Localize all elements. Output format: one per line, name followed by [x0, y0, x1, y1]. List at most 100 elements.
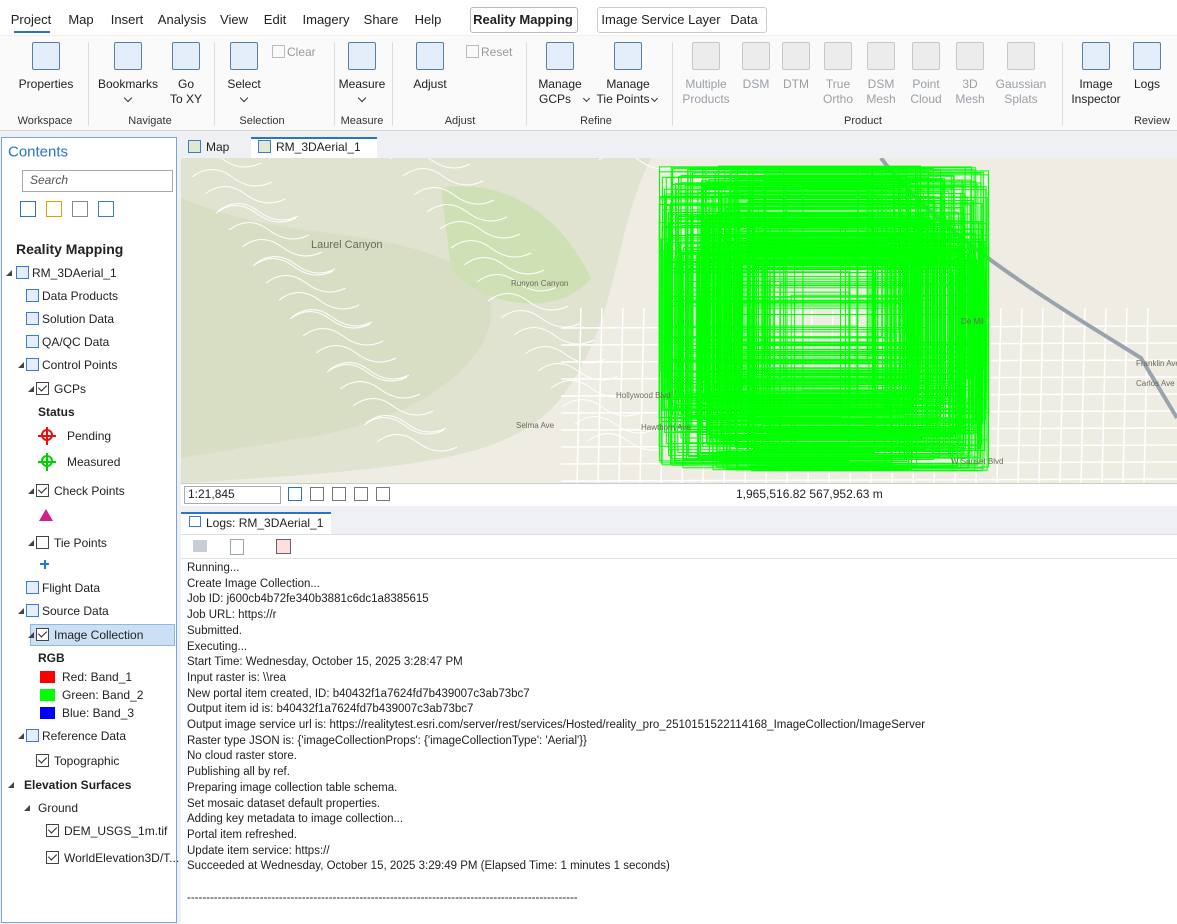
toolbar-icon[interactable] [276, 539, 291, 554]
ribbon-button[interactable]: Tie Points [596, 92, 650, 106]
tree-item[interactable]: Measured [67, 455, 121, 469]
tree-item[interactable]: Red: Band_1 [62, 670, 133, 684]
button-icon[interactable] [782, 42, 810, 70]
button-icon[interactable] [348, 42, 376, 70]
ribbon-button[interactable]: Mesh [955, 92, 985, 106]
tree-item[interactable]: Flight Data [42, 581, 101, 595]
menu-tab[interactable]: Share [363, 12, 399, 27]
logs-tab-title[interactable]: Logs: RM_3DAerial_1 [206, 516, 324, 530]
checkbox[interactable] [36, 628, 49, 641]
expand-arrow[interactable] [24, 805, 30, 811]
menu-tab[interactable]: Analysis [157, 12, 207, 27]
button-icon[interactable] [546, 42, 574, 70]
tree-item[interactable]: Solution Data [42, 312, 115, 326]
menu-tab[interactable]: Insert [110, 12, 144, 27]
status-tool[interactable] [354, 487, 368, 501]
button-icon[interactable] [956, 42, 984, 70]
tree-item[interactable]: Control Points [42, 358, 118, 372]
ribbon-button[interactable]: Image [1079, 77, 1113, 91]
pane-tab-icon[interactable] [98, 201, 114, 217]
checkbox[interactable] [36, 382, 49, 395]
ribbon-button[interactable]: Reset [481, 45, 513, 59]
tree-item[interactable]: QA/QC Data [42, 335, 110, 349]
button-icon[interactable] [1007, 42, 1035, 70]
map-view[interactable]: Laurel Canyon Runyon Canyon Hollywood Blvd… [181, 158, 1177, 483]
button-icon[interactable] [1133, 42, 1161, 70]
ribbon-button[interactable]: Cloud [910, 92, 942, 106]
scale-box[interactable] [184, 486, 281, 504]
ribbon-button[interactable]: Products [682, 92, 730, 106]
tree-item[interactable]: Blue: Band_3 [62, 706, 135, 720]
ribbon-button[interactable]: DSM [867, 77, 895, 91]
menu-tab[interactable]: Edit [263, 12, 287, 27]
tree-item[interactable]: RM_3DAerial_1 [32, 266, 117, 280]
expand-arrow[interactable] [18, 733, 24, 739]
menu-tab[interactable]: Imagery [302, 12, 350, 27]
checkbox[interactable] [36, 536, 49, 549]
tree-item[interactable]: Tie Points [54, 536, 107, 550]
search-box[interactable] [22, 170, 173, 192]
button-icon[interactable] [912, 42, 940, 70]
ribbon-button[interactable]: Manage [538, 77, 582, 91]
status-tool[interactable] [376, 487, 390, 501]
pane-tab-icon[interactable] [20, 201, 36, 217]
ribbon-button[interactable]: Bookmarks [97, 77, 159, 91]
active-map-tab[interactable] [251, 137, 377, 158]
status-tool[interactable] [310, 487, 324, 501]
button-icon[interactable] [867, 42, 895, 70]
tree-item[interactable]: Green: Band_2 [62, 688, 144, 702]
button-icon[interactable] [692, 42, 720, 70]
button-icon[interactable] [272, 45, 285, 58]
ribbon-button[interactable]: Manage [606, 77, 650, 91]
menu-tab[interactable]: Data [730, 12, 758, 27]
tree-item[interactable]: Check Points [54, 484, 125, 498]
ribbon-button[interactable]: Gaussian [995, 77, 1047, 91]
menu-tab[interactable]: Reality Mapping [473, 12, 573, 27]
pane-tab-icon[interactable] [72, 201, 88, 217]
checkbox[interactable] [46, 824, 59, 837]
expand-arrow[interactable] [28, 488, 34, 494]
status-tool[interactable] [288, 487, 302, 501]
button-icon[interactable] [114, 42, 142, 70]
ribbon-button[interactable]: Properties [18, 77, 74, 91]
button-icon[interactable] [466, 45, 479, 58]
toolbar-icon[interactable] [230, 539, 244, 555]
button-icon[interactable] [614, 42, 642, 70]
ribbon-button[interactable]: True [825, 77, 851, 91]
tree-item[interactable]: Topographic [54, 754, 120, 768]
button-icon[interactable] [172, 42, 200, 70]
tree-item[interactable]: DEM_USGS_1m.tif [64, 824, 168, 838]
ribbon-button[interactable]: Logs [1133, 77, 1161, 91]
checkbox[interactable] [46, 851, 59, 864]
ribbon-button[interactable]: Multiple [685, 77, 727, 91]
ribbon-button[interactable]: DTM [783, 77, 809, 91]
ribbon-button[interactable]: GCPs [538, 92, 572, 106]
ribbon-button[interactable]: To XY [169, 92, 203, 106]
expand-arrow[interactable] [6, 270, 12, 276]
ribbon-button[interactable]: Mesh [866, 92, 896, 106]
checkbox[interactable] [36, 484, 49, 497]
tree-item[interactable]: Ground [38, 801, 79, 815]
tree-item[interactable]: Reference Data [42, 729, 127, 743]
expand-arrow[interactable] [18, 608, 24, 614]
ribbon-button[interactable]: 3D [962, 77, 978, 91]
menu-tab[interactable]: Help [414, 12, 442, 27]
toolbar-icon[interactable] [193, 540, 207, 552]
close-icon[interactable] [356, 147, 366, 148]
tree-item[interactable]: GCPs [54, 382, 87, 396]
tree-item[interactable]: RGB [38, 651, 65, 665]
map-tab[interactable]: Map [206, 140, 230, 154]
map-scale[interactable]: 1:21,845 [188, 487, 235, 501]
checkbox[interactable] [36, 754, 49, 767]
tree-item[interactable]: Image Collection [54, 628, 144, 642]
expand-arrow[interactable] [28, 540, 34, 546]
tree-item[interactable]: Status [38, 405, 75, 419]
ribbon-button[interactable]: Point [912, 77, 940, 91]
button-icon[interactable] [1082, 42, 1110, 70]
menu-tab[interactable]: Image Service Layer [601, 12, 721, 27]
logs-tab[interactable] [181, 512, 331, 534]
pane-tab-icon[interactable] [46, 201, 62, 217]
tree-item[interactable]: Source Data [42, 604, 109, 618]
ribbon-button[interactable]: Clear [287, 45, 316, 59]
expand-arrow[interactable] [8, 782, 14, 788]
